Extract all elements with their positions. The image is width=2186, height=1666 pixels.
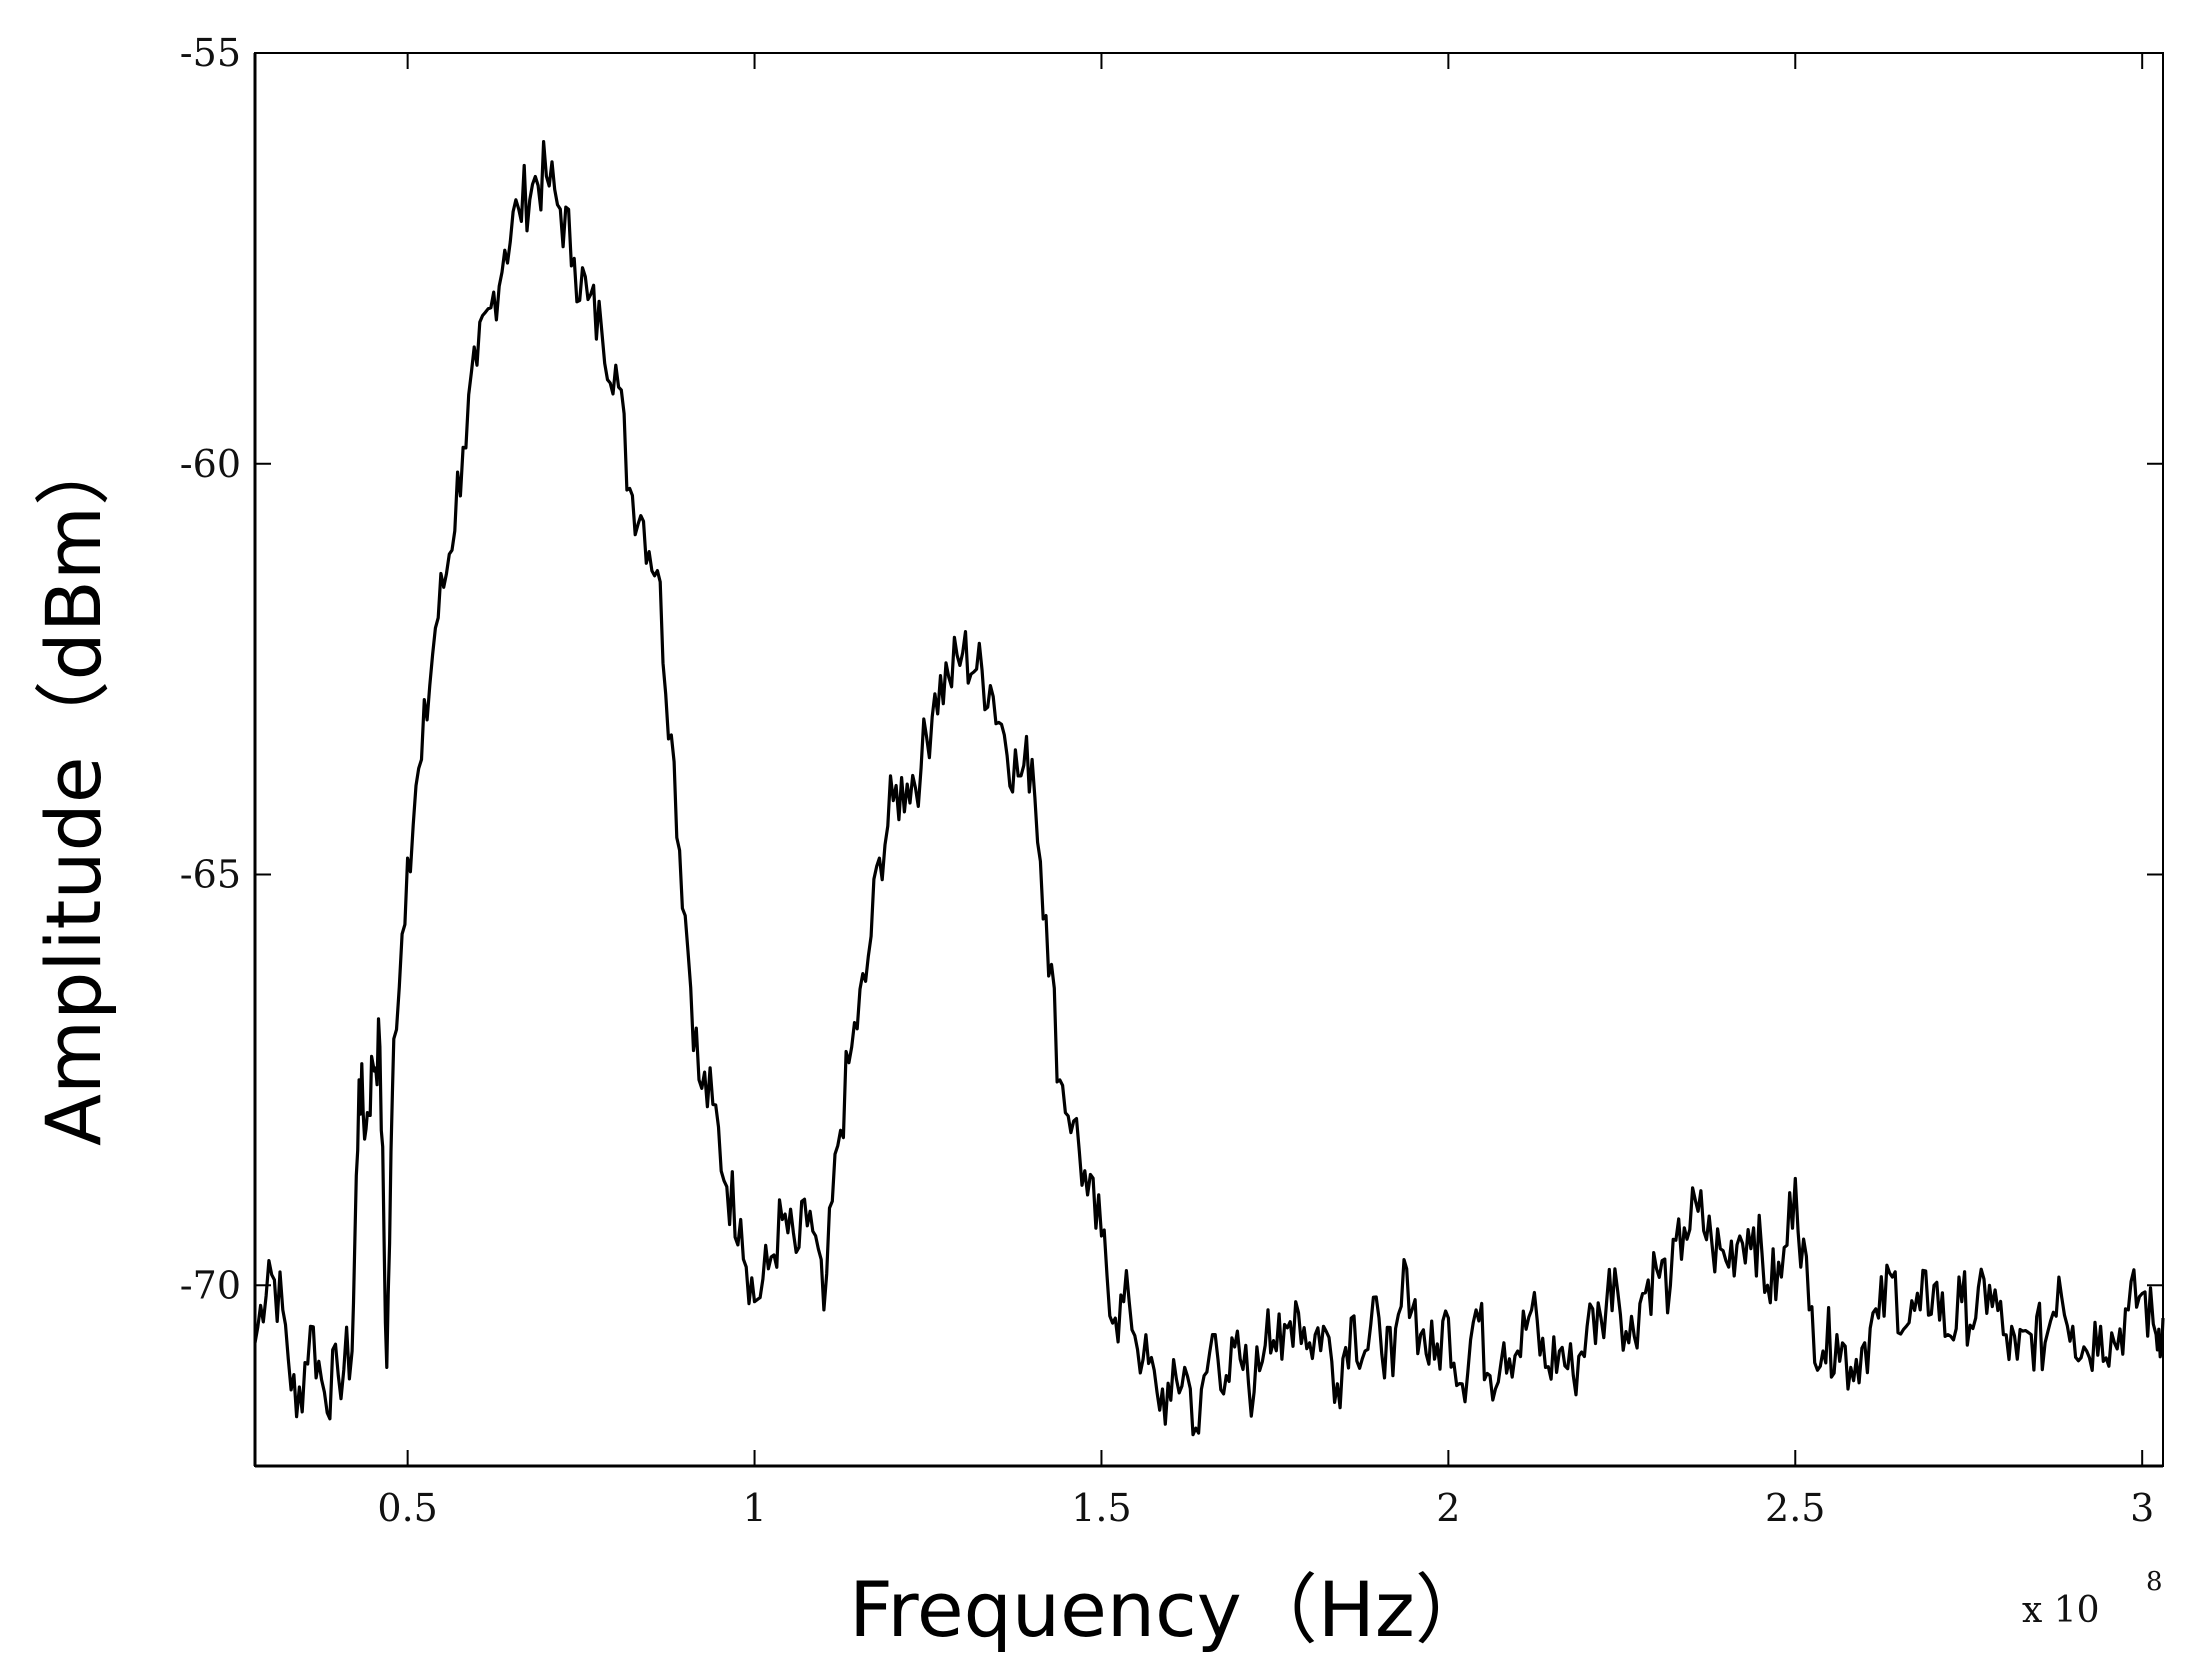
y-tick-label-1: -60	[180, 442, 241, 486]
x-axis-multiplier: x 10	[2022, 1590, 2100, 1631]
x-tick-label-1: 1	[742, 1486, 766, 1530]
x-axis-label: Frequency（Hz）	[849, 1565, 1491, 1654]
y-axis-label: Amplitude（dBm）	[29, 430, 118, 1146]
y-tick-label-2: -65	[180, 853, 241, 897]
x-tick-label-5: 3	[2130, 1486, 2154, 1530]
x-tick-label-4: 2.5	[1765, 1486, 1825, 1530]
ticks: 0.5 1 1.5 2 2.5 3 -55 -60 -65 -70	[180, 31, 2163, 1530]
x-tick-label-0: 0.5	[377, 1486, 437, 1530]
axes	[253, 52, 2164, 1468]
x-tick-label-2: 1.5	[1071, 1486, 1131, 1530]
series-line-amplitude	[253, 140, 2165, 1437]
x-tick-label-3: 2	[1436, 1486, 1460, 1530]
y-tick-label-0: -55	[180, 31, 241, 75]
y-tick-label-3: -70	[180, 1263, 241, 1307]
x-axis-multiplier-exponent: 8	[2146, 1567, 2163, 1597]
